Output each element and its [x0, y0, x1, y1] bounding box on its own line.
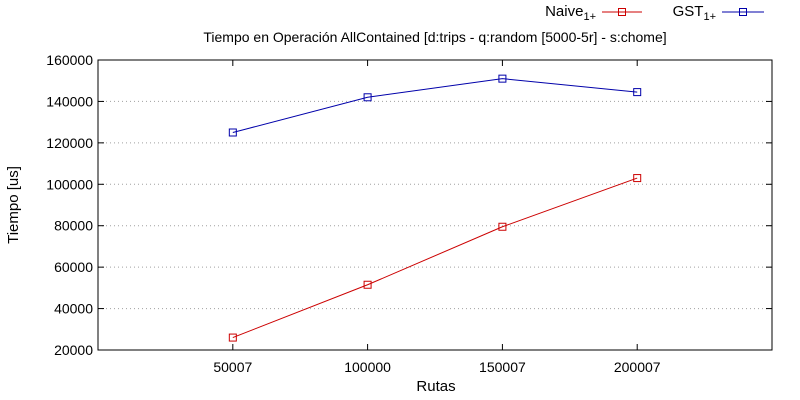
x-tick-label: 150007	[479, 359, 526, 375]
legend-marker	[618, 8, 626, 16]
chart-title: Tiempo en Operación AllContained [d:trip…	[203, 29, 666, 45]
y-axis-label: Tiempo [us]	[5, 166, 22, 244]
data-point	[228, 333, 237, 342]
grid-lines	[98, 100, 772, 310]
y-tick-label: 140000	[46, 93, 93, 109]
data-point	[228, 128, 237, 137]
series-line	[232, 78, 638, 133]
data-point	[498, 74, 507, 83]
legend-label: Naive1+	[545, 3, 596, 23]
axes: 20000 40000 60000 80000 100000 120000 140000 16…	[46, 52, 772, 375]
y-tick-label: 80000	[54, 218, 93, 234]
x-tick-label: 50007	[213, 359, 252, 375]
y-tick-label: 60000	[54, 259, 93, 275]
legend-entry-naive: Naive1+	[545, 3, 642, 23]
data-point	[363, 93, 372, 102]
y-tick-label: 160000	[46, 52, 93, 68]
legend-entry-gst: GST1+	[673, 3, 764, 23]
x-tick-label: 100000	[344, 359, 391, 375]
series-naive	[228, 174, 642, 342]
x-axis-label: Rutas	[416, 378, 455, 395]
y-tick-label: 40000	[54, 301, 93, 317]
data-point	[633, 174, 642, 183]
data-point	[633, 88, 642, 97]
plot-frame	[97, 59, 773, 351]
legend-label: GST1+	[673, 3, 716, 23]
legend-marker	[739, 8, 747, 16]
x-tick-label: 200007	[614, 359, 661, 375]
series-line	[232, 177, 638, 339]
legend: Naive1+ GST1+	[545, 3, 764, 23]
data-point	[363, 280, 372, 289]
series-gst	[228, 74, 642, 137]
y-tick-label: 20000	[54, 342, 93, 358]
y-tick-label: 120000	[46, 135, 93, 151]
series-layer	[228, 74, 642, 342]
data-point	[498, 222, 507, 231]
y-tick-label: 100000	[46, 176, 93, 192]
